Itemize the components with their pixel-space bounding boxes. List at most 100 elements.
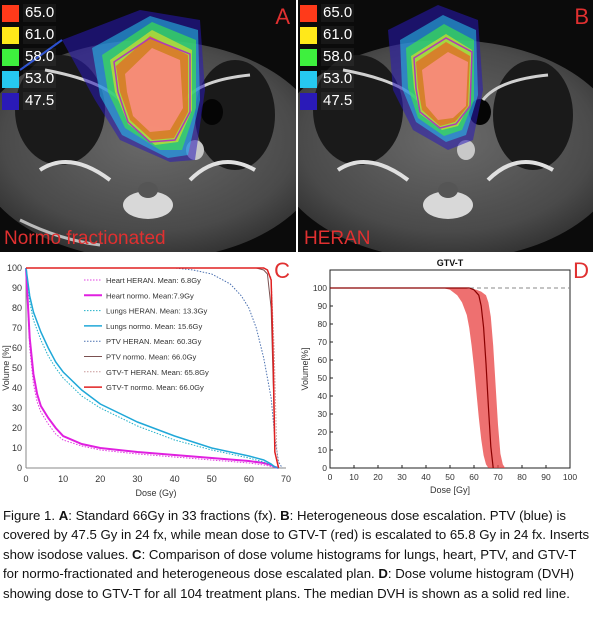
isodose-swatch xyxy=(2,48,19,66)
ct-image-normo xyxy=(0,10,296,252)
isodose-legend-item: 61.0 xyxy=(2,24,57,46)
x-tick-label: 50 xyxy=(207,474,217,484)
isodose-swatch xyxy=(2,26,19,44)
legend-label: Heart normo. Mean:7.9Gy xyxy=(106,291,194,300)
dvh-chart-c: 0 10 20 30 40 50 60 70 0 10 20 30 40 50 60 70 80 90 100 Dos… xyxy=(0,256,296,498)
x-tick-label: 60 xyxy=(244,474,254,484)
x-tick-label: 90 xyxy=(541,472,551,482)
y-tick-label: 20 xyxy=(12,423,22,433)
y-tick-label: 50 xyxy=(318,373,328,383)
caption-label-a: A xyxy=(58,508,69,523)
caption-label-d: D xyxy=(378,566,388,582)
ct-panel-a: 65.0 61.0 58.0 53.0 47.5 A Normo fractio… xyxy=(0,0,296,252)
dvh-range-band xyxy=(330,288,506,468)
y-axis-label: Volume[%] xyxy=(300,347,310,390)
isodose-swatch xyxy=(300,26,317,44)
x-tick-label: 10 xyxy=(58,474,68,484)
x-tick-label: 70 xyxy=(281,474,291,484)
x-tick-label: 50 xyxy=(445,472,455,482)
isodose-legend-item: 58.0 xyxy=(2,46,57,68)
isodose-swatch xyxy=(300,92,317,110)
caption-text-b: : Heterogeneous dose escalation. PTV (bl… xyxy=(3,508,590,562)
legend-label: Heart HERAN. Mean: 6.8Gy xyxy=(106,276,201,285)
ct-image-heran xyxy=(298,5,593,252)
panel-letter-b: B xyxy=(574,4,589,29)
series-line-4 xyxy=(26,267,283,469)
isodose-legend-item: 47.5 xyxy=(2,90,57,112)
chart-title: GTV-T xyxy=(437,258,464,268)
y-tick-label: 90 xyxy=(12,283,22,293)
y-tick-label: 70 xyxy=(318,337,328,347)
caption-text-a: : Standard 66Gy in 33 fractions (fx). xyxy=(68,508,281,523)
y-tick-label: 40 xyxy=(318,391,328,401)
isodose-swatch xyxy=(2,4,19,22)
isodose-legend-item: 47.5 xyxy=(300,90,355,112)
legend-label: GTV-T normo. Mean: 66.0Gy xyxy=(106,383,204,392)
x-tick-label: 30 xyxy=(132,474,142,484)
y-tick-label: 40 xyxy=(12,383,22,393)
legend-label: PTV normo. Mean: 66.0Gy xyxy=(106,353,197,362)
y-tick-label: 90 xyxy=(318,301,328,311)
y-tick-label: 0 xyxy=(17,463,22,473)
x-tick-label: 60 xyxy=(469,472,479,482)
ct-panel-b: 65.0 61.0 58.0 53.0 47.5 B HERAN xyxy=(298,0,593,252)
dvh-all-plans-plot: GTV-T 0 10 20 30 40 50 60 70 80 90 100 0 10 20 30 40 50 60… xyxy=(300,258,577,495)
isodose-swatch xyxy=(300,70,317,88)
y-tick-label: 80 xyxy=(318,319,328,329)
x-axis-label: Dose (Gy) xyxy=(135,488,176,498)
y-tick-label: 100 xyxy=(7,263,22,273)
y-tick-label: 100 xyxy=(313,283,327,293)
x-tick-label: 20 xyxy=(95,474,105,484)
legend-label: Lungs normo. Mean: 15.6Gy xyxy=(106,322,202,331)
figure-caption: Figure 1. A: Standard 66Gy in 33 fractio… xyxy=(3,506,591,603)
dvh-chart-d: GTV-T 0 10 20 30 40 50 60 70 80 90 100 0 10 20 30 40 50 60… xyxy=(300,256,593,498)
median-dvh-line xyxy=(330,287,494,469)
isodose-swatch xyxy=(300,48,317,66)
caption-text-c: : Comparison of dose volume histograms f… xyxy=(3,546,577,582)
isodose-legend-item: 65.0 xyxy=(300,2,355,24)
isodose-legend-b: 65.0 61.0 58.0 53.0 47.5 xyxy=(300,2,355,112)
plan-label-heran: HERAN xyxy=(304,228,371,249)
y-tick-label: 60 xyxy=(318,355,328,365)
series-line-1 xyxy=(25,267,279,469)
isodose-swatch xyxy=(300,4,317,22)
x-tick-label: 20 xyxy=(373,472,383,482)
isodose-legend-item: 61.0 xyxy=(300,24,355,46)
panel-letter-c: C xyxy=(274,258,290,283)
legend-label: Lungs HERAN. Mean: 13.3Gy xyxy=(106,307,208,316)
y-tick-label: 60 xyxy=(12,343,22,353)
x-tick-label: 80 xyxy=(517,472,527,482)
series-line-0 xyxy=(25,267,279,469)
series-line-3 xyxy=(25,267,279,469)
series-line-7 xyxy=(26,267,280,469)
caption-intro: Figure 1. xyxy=(3,508,59,523)
panel-letter-a: A xyxy=(275,4,290,29)
caption-text-d: : Dose volume histogram (DVH) showing do… xyxy=(3,566,575,601)
y-tick-label: 80 xyxy=(12,303,22,313)
caption-label-b: B xyxy=(280,508,290,523)
x-tick-label: 0 xyxy=(23,474,28,484)
x-tick-label: 70 xyxy=(493,472,503,482)
legend-label: GTV-T HERAN. Mean: 65.8Gy xyxy=(106,368,209,377)
y-tick-label: 70 xyxy=(12,323,22,333)
isodose-swatch xyxy=(2,70,19,88)
plot-frame xyxy=(329,269,571,469)
isodose-legend-item: 53.0 xyxy=(300,68,355,90)
caption-label-c: C xyxy=(132,546,142,562)
isodose-legend-item: 65.0 xyxy=(2,2,57,24)
x-tick-label: 40 xyxy=(421,472,431,482)
plot-area xyxy=(26,268,286,468)
y-axis-label: Volume [%] xyxy=(1,345,11,391)
x-tick-label: 100 xyxy=(563,472,577,482)
y-tick-label: 0 xyxy=(322,463,327,473)
y-tick-label: 20 xyxy=(318,427,328,437)
isodose-legend-item: 58.0 xyxy=(300,46,355,68)
x-tick-label: 30 xyxy=(397,472,407,482)
x-axis-label: Dose [Gy] xyxy=(430,485,470,495)
y-tick-label: 30 xyxy=(318,409,328,419)
y-tick-label: 50 xyxy=(12,363,22,373)
x-tick-label: 40 xyxy=(170,474,180,484)
x-tick-label: 10 xyxy=(349,472,359,482)
series-line-2 xyxy=(25,267,279,469)
y-tick-label: 10 xyxy=(12,443,22,453)
